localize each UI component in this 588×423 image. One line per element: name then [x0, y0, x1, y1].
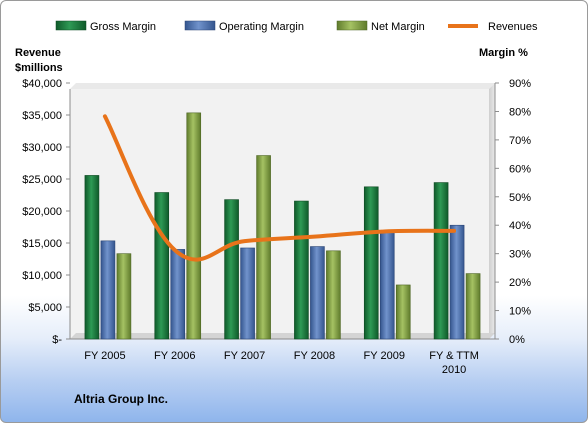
net-margin-bar [465, 273, 481, 340]
revenue-point [453, 230, 455, 232]
plot-side-wall [489, 83, 495, 339]
plot-top-edge [70, 83, 495, 89]
legend-label-net-margin: Net Margin [371, 21, 425, 33]
left-tick-label: $30,000 [22, 142, 62, 154]
operating-margin-bar [379, 232, 395, 340]
net-margin-bar [395, 284, 411, 340]
right-tick-label: 10% [509, 306, 531, 318]
right-tick-label: 40% [509, 220, 531, 232]
legend-swatch-gross-margin [55, 20, 87, 31]
revenue-point [104, 115, 106, 117]
gross-margin-bar [433, 182, 449, 340]
legend-label-gross-margin: Gross Margin [90, 21, 156, 33]
left-tick-label: $35,000 [22, 110, 62, 122]
legend-swatch-operating-margin [184, 20, 216, 31]
gross-margin-bar [294, 200, 309, 340]
operating-margin-bar [170, 249, 186, 340]
left-tick-label: $20,000 [22, 206, 62, 218]
x-tick-label: FY 2006 [154, 350, 195, 362]
operating-margin-bar [310, 246, 325, 340]
legend-label-revenues: Revenues [488, 21, 538, 33]
net-margin-bar [116, 253, 132, 340]
x-tick-label: FY 2009 [364, 350, 405, 362]
x-tick-label: FY & TTM [429, 350, 479, 362]
left-tick-label: $10,000 [22, 270, 62, 282]
revenue-point [174, 249, 176, 251]
left-tick-label: $5,000 [28, 302, 62, 314]
left-tick-label: $15,000 [22, 238, 62, 250]
legend-swatch-net-margin [336, 20, 368, 31]
left-tick-label: $25,000 [22, 174, 62, 186]
legend-label-operating-margin: Operating Margin [219, 21, 304, 33]
net-margin-bar [256, 155, 271, 340]
left-axis-ticks: $- $5,000 $10,000 $15,000 $20,000 $25,000 $30,… [22, 78, 70, 346]
operating-margin-bar [240, 247, 255, 340]
net-margin-bar [186, 112, 202, 340]
operating-margin-bar [100, 240, 116, 340]
right-axis-title: Margin % [479, 47, 528, 59]
revenue-line-group [102, 114, 457, 262]
legend: Gross Margin Operating Margin Net Margin… [55, 20, 538, 33]
right-tick-label: 90% [509, 78, 531, 90]
bars [84, 112, 481, 340]
revenue-point [383, 230, 385, 232]
x-tick-label: FY 2007 [224, 350, 265, 362]
legend-item-operating-margin: Operating Margin [184, 20, 304, 33]
left-axis-title-line2: $millions [15, 62, 63, 74]
right-tick-label: 0% [509, 334, 525, 346]
gross-margin-bar [84, 175, 100, 340]
gross-margin-bar [224, 199, 239, 340]
company-name: Altria Group Inc. [74, 392, 168, 406]
revenue-point [244, 240, 246, 242]
legend-item-net-margin: Net Margin [336, 20, 425, 33]
legend-item-revenues: Revenues [448, 21, 538, 33]
right-tick-label: 20% [509, 277, 531, 289]
net-margin-bar [326, 250, 341, 340]
right-tick-label: 80% [509, 106, 531, 118]
left-tick-label: $40,000 [22, 78, 62, 90]
gross-margin-bar [363, 186, 379, 340]
x-tick-label: 2010 [442, 364, 466, 376]
gross-margin-bar [154, 192, 170, 340]
x-axis-labels: FY 2005 FY 2006 FY 2007 FY 2008 FY 2009 FY & … [84, 350, 479, 376]
x-tick-label: FY 2005 [84, 350, 125, 362]
revenue-point [313, 236, 315, 238]
operating-margin-bar [449, 224, 465, 340]
left-axis-title-line1: Revenue [15, 47, 61, 59]
right-axis-ticks: 0% 10% 20% 30% 40% 50% 60% 70% 80% 90% [495, 78, 531, 346]
right-tick-label: 70% [509, 135, 531, 147]
left-tick-label: $- [52, 334, 62, 346]
right-tick-label: 60% [509, 163, 531, 175]
legend-item-gross-margin: Gross Margin [55, 20, 156, 33]
plot-floor [70, 333, 495, 339]
right-tick-label: 50% [509, 192, 531, 204]
x-tick-label: FY 2008 [294, 350, 335, 362]
plot-area [70, 89, 489, 339]
right-tick-label: 30% [509, 249, 531, 261]
